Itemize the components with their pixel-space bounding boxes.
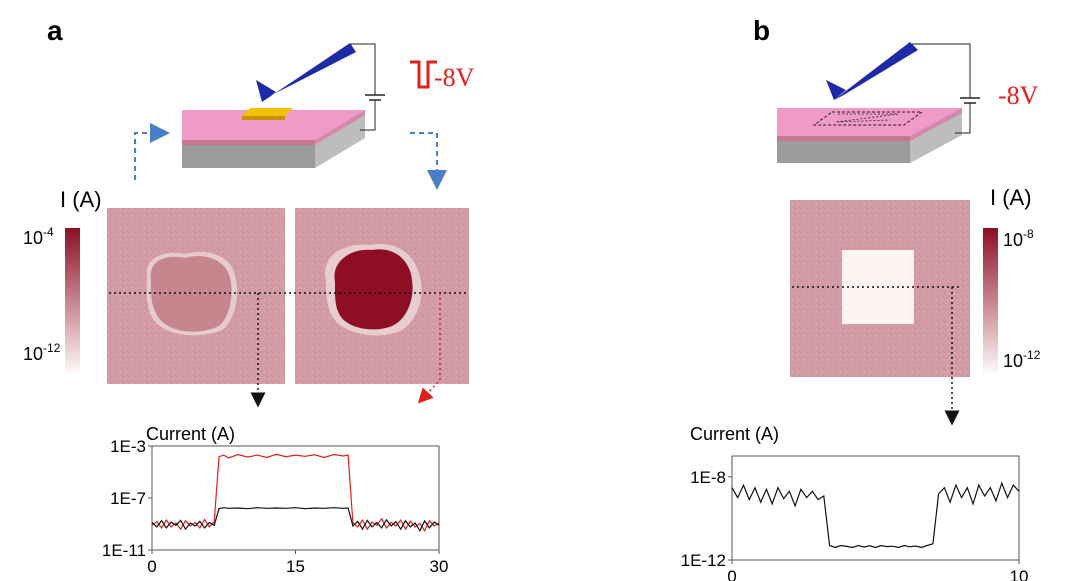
switched-region-dark	[334, 249, 413, 330]
current-map-a-after	[295, 208, 469, 384]
panel-a-voltage: -8V	[434, 63, 475, 92]
chart-b: Current (A) 1E-8 1E-120 10	[681, 424, 1029, 581]
current-map-b	[790, 200, 970, 377]
afm-tip-cantilever-b	[834, 42, 918, 100]
panel-b-label: b	[753, 15, 770, 46]
afm-tip-b	[826, 80, 846, 100]
chart-b-frame	[731, 455, 1020, 561]
gold-electrode	[242, 108, 293, 116]
blue-arrow-left	[134, 123, 170, 180]
chart-b-ylabel: Current (A)	[690, 424, 779, 444]
colorbar-b-top-base: 10	[1003, 230, 1023, 250]
red-arrow-a	[417, 293, 441, 404]
sample-top-face	[182, 110, 365, 140]
scan-path	[835, 113, 899, 123]
sample-film-layer	[182, 140, 315, 145]
chart-a-series-0	[151, 453, 440, 533]
colorbar-a-bottom-exp: -12	[43, 341, 61, 355]
chart-b-series-0	[731, 481, 1020, 549]
svg-text:10-4: 10-4	[23, 225, 54, 248]
chart-a-ytick-label: 1E-3	[110, 437, 146, 456]
colorbar-a-bottom-base: 10	[23, 344, 43, 364]
colorbar-b	[983, 228, 998, 373]
panel-b-voltage: -8V	[998, 81, 1039, 110]
afm-tip-cantilever	[262, 43, 356, 102]
colorbar-a-title: I (A)	[60, 187, 102, 212]
chart-a-ylabel: Current (A)	[146, 424, 235, 444]
chart-b-ytick-label: 1E-8	[690, 468, 726, 487]
panel-a-label: a	[47, 15, 63, 46]
sample-front-face	[182, 140, 315, 168]
chart-a-ytick-label: 1E-7	[110, 489, 146, 508]
chart-a-series-1	[151, 507, 440, 533]
chart-a-xtick-label: 15	[286, 557, 305, 576]
colorbar-b-bottom-base: 10	[1003, 351, 1023, 371]
blue-arrow-right	[410, 132, 447, 190]
colorbar-b-top-exp: -8	[1023, 227, 1034, 241]
chart-b-xtick-label: 10	[1010, 567, 1029, 581]
panel-a-sample-schematic	[182, 43, 385, 168]
svg-text:10-12: 10-12	[1003, 348, 1041, 371]
colorbar-b-title: I (A)	[990, 185, 1032, 210]
svg-text:10-8: 10-8	[1003, 227, 1034, 250]
sample-side-face	[315, 110, 365, 168]
colorbar-a-top-exp: -4	[43, 225, 54, 239]
afm-tip	[256, 80, 276, 102]
chart-a: Current (A) 1E-3 1E-7 1E-110 15 30	[102, 424, 449, 576]
circuit-wire	[350, 43, 376, 95]
svg-text:10-12: 10-12	[23, 341, 61, 364]
switched-region	[150, 256, 232, 332]
colorbar-a	[65, 228, 80, 373]
chart-a-xtick-label: 0	[147, 557, 156, 576]
scan-area-square	[812, 111, 924, 126]
colorbar-a-top-base: 10	[23, 228, 43, 248]
sample-top-face-b	[777, 108, 962, 136]
chart-b-ytick-label: 1E-12	[681, 551, 726, 570]
colorbar-b-bottom-exp: -12	[1023, 348, 1041, 362]
chart-a-xtick-label: 30	[430, 557, 449, 576]
current-map-a-before	[107, 208, 285, 384]
panel-b-sample-schematic	[777, 42, 980, 163]
voltage-pulse-icon	[410, 60, 437, 89]
chart-a-frame	[151, 445, 440, 551]
chart-b-xtick-label: 0	[727, 567, 736, 581]
chart-a-ytick-label: 1E-11	[102, 541, 146, 560]
